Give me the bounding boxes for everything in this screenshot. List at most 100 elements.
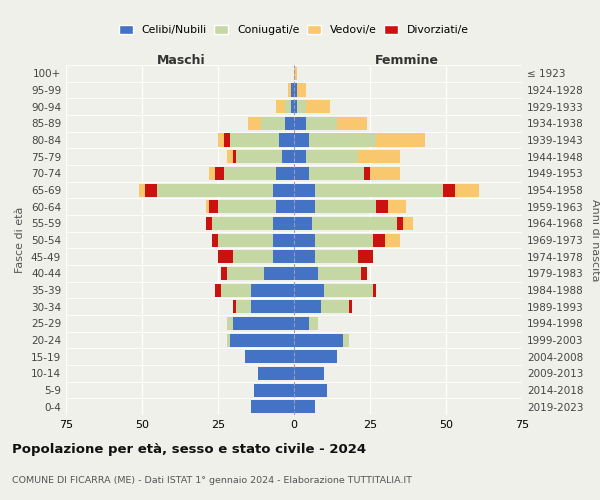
Text: Maschi: Maschi: [157, 54, 206, 66]
Bar: [206, 200, 209, 213]
Bar: [294, 267, 319, 280]
Bar: [294, 250, 315, 263]
Bar: [212, 217, 273, 230]
Bar: [294, 117, 306, 130]
Bar: [315, 184, 443, 196]
Bar: [294, 350, 337, 363]
Bar: [224, 134, 230, 146]
Bar: [294, 184, 315, 196]
Bar: [306, 117, 337, 130]
Bar: [294, 67, 297, 80]
Bar: [376, 200, 388, 213]
Bar: [285, 100, 291, 113]
Bar: [251, 300, 294, 313]
Bar: [309, 167, 364, 180]
Y-axis label: Anni di nascita: Anni di nascita: [590, 198, 600, 281]
Bar: [227, 150, 233, 163]
Bar: [403, 217, 413, 230]
Bar: [273, 217, 294, 230]
Bar: [273, 184, 294, 196]
Bar: [227, 334, 230, 346]
Bar: [209, 200, 218, 213]
Bar: [227, 267, 263, 280]
Bar: [230, 334, 294, 346]
Bar: [276, 100, 285, 113]
Bar: [218, 234, 273, 246]
Bar: [388, 200, 406, 213]
Bar: [218, 250, 233, 263]
Bar: [294, 84, 297, 96]
Bar: [206, 217, 212, 230]
Bar: [212, 234, 218, 246]
Bar: [358, 150, 400, 163]
Legend: Celibi/Nubili, Coniugati/e, Vedovi/e, Divorziati/e: Celibi/Nubili, Coniugati/e, Vedovi/e, Di…: [116, 22, 472, 38]
Bar: [294, 200, 315, 213]
Bar: [349, 300, 352, 313]
Bar: [285, 117, 294, 130]
Bar: [273, 250, 294, 263]
Bar: [309, 317, 319, 330]
Bar: [263, 267, 294, 280]
Text: Femmine: Femmine: [374, 54, 439, 66]
Bar: [294, 150, 306, 163]
Bar: [294, 334, 343, 346]
Bar: [279, 134, 294, 146]
Bar: [291, 100, 294, 113]
Bar: [260, 117, 285, 130]
Bar: [370, 167, 400, 180]
Bar: [297, 100, 306, 113]
Bar: [294, 300, 322, 313]
Bar: [221, 267, 227, 280]
Bar: [291, 84, 294, 96]
Text: COMUNE DI FICARRA (ME) - Dati ISTAT 1° gennaio 2024 - Elaborazione TUTTITALIA.IT: COMUNE DI FICARRA (ME) - Dati ISTAT 1° g…: [12, 476, 412, 485]
Bar: [294, 317, 309, 330]
Bar: [376, 134, 425, 146]
Bar: [282, 150, 294, 163]
Bar: [218, 200, 276, 213]
Bar: [245, 350, 294, 363]
Bar: [276, 200, 294, 213]
Bar: [373, 284, 376, 296]
Bar: [276, 167, 294, 180]
Bar: [251, 400, 294, 413]
Bar: [343, 334, 349, 346]
Bar: [227, 317, 233, 330]
Bar: [218, 134, 224, 146]
Bar: [309, 134, 376, 146]
Text: Popolazione per età, sesso e stato civile - 2024: Popolazione per età, sesso e stato civil…: [12, 442, 366, 456]
Bar: [297, 84, 306, 96]
Bar: [294, 284, 325, 296]
Bar: [315, 234, 373, 246]
Bar: [236, 300, 251, 313]
Bar: [294, 234, 315, 246]
Bar: [319, 267, 361, 280]
Bar: [373, 234, 385, 246]
Bar: [322, 300, 349, 313]
Bar: [233, 317, 294, 330]
Bar: [221, 284, 251, 296]
Bar: [315, 200, 376, 213]
Bar: [325, 284, 373, 296]
Bar: [233, 250, 273, 263]
Bar: [209, 167, 215, 180]
Bar: [251, 284, 294, 296]
Bar: [294, 367, 325, 380]
Y-axis label: Fasce di età: Fasce di età: [16, 207, 25, 273]
Bar: [233, 300, 236, 313]
Bar: [236, 150, 282, 163]
Bar: [145, 184, 157, 196]
Bar: [294, 217, 312, 230]
Bar: [288, 84, 291, 96]
Bar: [306, 150, 358, 163]
Bar: [139, 184, 145, 196]
Bar: [257, 367, 294, 380]
Bar: [312, 217, 397, 230]
Bar: [224, 167, 276, 180]
Bar: [273, 234, 294, 246]
Bar: [337, 117, 367, 130]
Bar: [233, 150, 236, 163]
Bar: [455, 184, 479, 196]
Bar: [248, 117, 260, 130]
Bar: [157, 184, 273, 196]
Bar: [254, 384, 294, 396]
